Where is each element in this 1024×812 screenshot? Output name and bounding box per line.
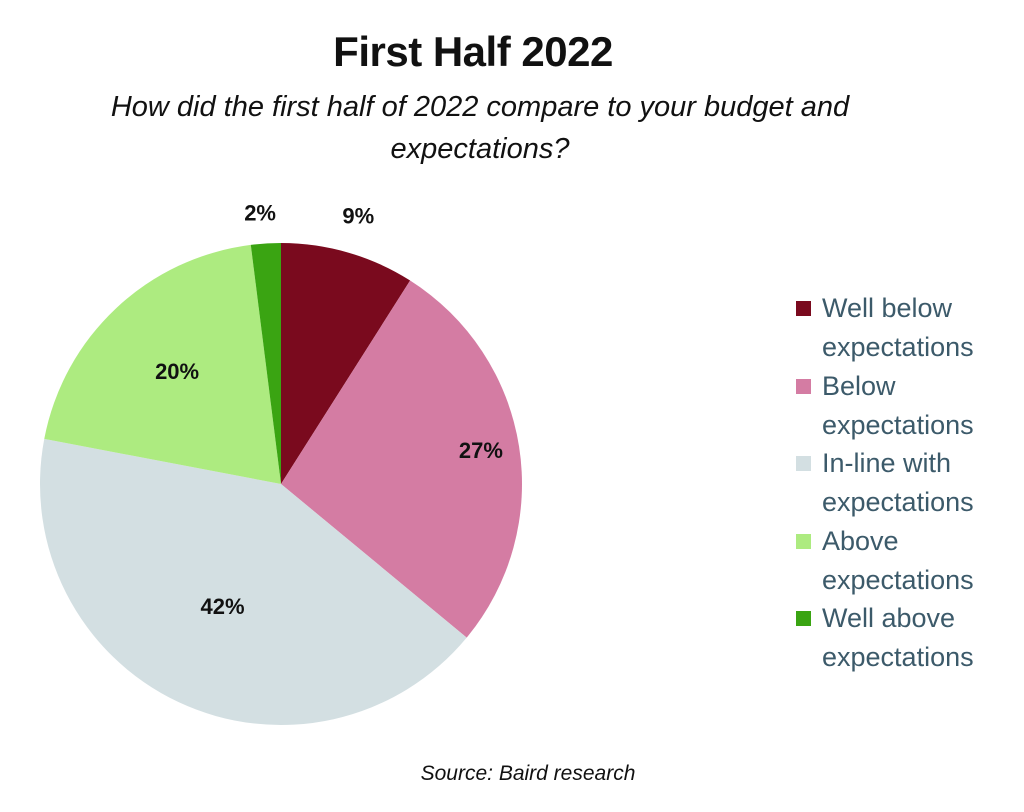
pie-slice-below (281, 280, 522, 638)
chart-subtitle: How did the first half of 2022 compare t… (110, 91, 850, 165)
legend-swatch-above (796, 533, 811, 549)
legend-swatch-in-line (796, 456, 811, 471)
legend-item-well-below: Well below expectations (796, 289, 1018, 367)
legend-item-in-line: In-line with expectations (796, 444, 1018, 522)
legend-label-above: Above expectations (822, 525, 974, 595)
pie-slice-well-below (281, 243, 411, 484)
legend-label-well-below: Well below expectations (822, 293, 974, 362)
pie-slice-well-above (250, 243, 281, 484)
legend-swatch-well-below (796, 301, 811, 316)
slice-label-well-below: 9% (342, 204, 374, 229)
legend-label-below: Below expectations (822, 370, 974, 440)
chart-title: First Half 2022 (333, 28, 613, 75)
slice-label-below: 27% (459, 438, 503, 463)
legend-swatch-well-above (796, 611, 811, 626)
slice-label-above: 20% (155, 359, 199, 384)
legend-item-below: Below expectations (796, 367, 1018, 445)
legend-item-above: Above expectations (796, 522, 1018, 600)
pie-slice-in-line (40, 438, 467, 725)
slice-label-in-line: 42% (200, 594, 244, 619)
legend-label-in-line: In-line with expectations (822, 448, 974, 517)
chart-legend: Well below expectations Below expectatio… (796, 289, 1018, 677)
slice-label-well-above: 2% (244, 200, 276, 225)
legend-swatch-below (796, 378, 811, 394)
legend-item-well-above: Well above expectations (796, 599, 1018, 677)
pie-slice-above (44, 244, 281, 484)
chart-source: Source: Baird research (420, 762, 636, 785)
legend-label-well-above: Well above expectations (822, 603, 974, 672)
